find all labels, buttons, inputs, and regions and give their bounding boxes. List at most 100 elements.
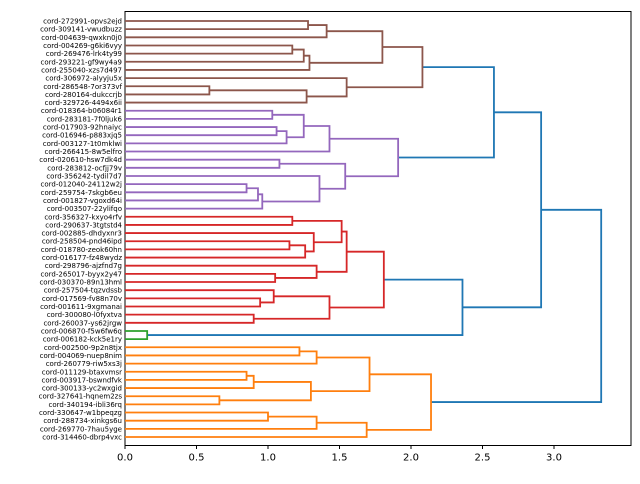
leaf-label: cord-300080-l0fyxtva xyxy=(47,311,122,319)
dendrogram-link-blue xyxy=(147,278,464,336)
dendrogram-link-blue xyxy=(398,66,495,159)
leaf-label: cord-314460-dbrp4vxc xyxy=(42,434,122,442)
dendrogram-link-purple xyxy=(125,109,274,120)
leaf-label: cord-288734-xinkgs6u xyxy=(43,417,122,425)
x-axis-tick-label: 3.0 xyxy=(546,453,562,464)
dendrogram-link-orange xyxy=(366,373,432,431)
leaf-label: cord-002885-dhdyxnr3 xyxy=(42,230,122,238)
leaf-label: cord-327641-hqnem2zs xyxy=(39,393,123,401)
dendrogram-link-purple xyxy=(125,175,321,203)
dendrogram-link-purple xyxy=(125,183,248,194)
dendrogram-link-orange xyxy=(310,356,371,393)
dendrogram-link-orange xyxy=(125,411,269,422)
dendrogram-link-red xyxy=(125,264,318,279)
leaf-label: cord-260779-riw5xs3j xyxy=(46,360,122,368)
leaf-label: cord-017569-fv88n70v xyxy=(42,295,122,303)
leaf-label: cord-006182-kck5e1ry xyxy=(43,336,122,344)
x-axis-tick-label: 1.0 xyxy=(260,453,276,464)
leaf-label: cord-286548-7or373vf xyxy=(43,83,122,91)
leaf-label: cord-266415-8w5elfro xyxy=(45,148,122,156)
leaf-label: cord-306972-alyyju5x xyxy=(45,75,122,83)
leaf-label: cord-006870-f5w6fw6q xyxy=(41,327,122,335)
dendrogram-link-purple xyxy=(279,162,347,190)
dendrogram-link-brown xyxy=(125,77,348,98)
leaf-label: cord-259754-7skgb6eu xyxy=(41,189,122,197)
dendrogram-link-brown xyxy=(125,24,328,39)
leaf-label: cord-030370-89n13hml xyxy=(39,279,122,287)
dendrogram-link-red xyxy=(316,230,348,273)
dendrogram-link-purple xyxy=(272,113,305,139)
leaf-label: cord-001827-vgoxd64i xyxy=(43,197,122,205)
dendrogram-link-brown xyxy=(125,89,308,104)
leaf-label: cord-011129-btaxvmsr xyxy=(42,368,122,376)
leaf-label: cord-283812-ocfjj79v xyxy=(47,164,122,172)
dendrogram-link-green xyxy=(125,330,149,341)
leaf-label: cord-269770-7hau5yge xyxy=(40,425,122,433)
dendrogram-link-purple xyxy=(125,126,278,137)
leaf-label: cord-356242-tydil7d7 xyxy=(46,172,122,180)
leaf-label: cord-257504-tqzvdssb xyxy=(44,287,123,295)
dendrogram-link-orange xyxy=(125,421,368,438)
dendrogram-link-brown xyxy=(125,48,305,63)
leaf-label: cord-017903-92hnaiyc xyxy=(43,124,122,132)
dendrogram-link-red xyxy=(125,272,277,283)
dendrogram-link-brown xyxy=(125,54,311,71)
leaf-label: cord-329726-4494x6ii xyxy=(45,99,122,107)
leaf-label: cord-258504-pnd46ipd xyxy=(42,238,122,246)
dendrogram-link-purple xyxy=(125,130,288,145)
leaf-label: cord-309141-vwudbuzz xyxy=(40,26,122,34)
dendrogram-link-orange xyxy=(125,370,248,381)
dendrogram-link-purple xyxy=(125,193,264,210)
leaf-label: cord-283181-7f0ljuk6 xyxy=(47,115,123,123)
x-axis-tick-label: 0.5 xyxy=(189,453,205,464)
leaf-label: cord-016946-p883xjq5 xyxy=(42,132,122,140)
dendrogram-link-blue xyxy=(431,208,603,403)
leaf-label: cord-018364-b06084r1 xyxy=(41,107,122,115)
leaf-label: cord-003917-bswndfvk xyxy=(42,376,123,384)
dendrogram-link-brown xyxy=(125,20,309,31)
leaf-label: cord-330647-w1bpeqzg xyxy=(39,409,122,417)
leaf-label: cord-272991-opvs2ejd xyxy=(43,18,122,26)
leaf-label: cord-002500-9p2n8tjx xyxy=(44,344,122,352)
dendrogram-link-brown xyxy=(125,85,211,96)
x-axis-tick-label: 2.5 xyxy=(475,453,491,464)
dendrogram-link-red xyxy=(125,215,294,226)
dendrogram-link-orange xyxy=(125,415,318,430)
dendrogram-link-purple xyxy=(125,158,281,169)
leaf-label: cord-004069-nuep8nim xyxy=(40,352,123,360)
leaf-label: cord-018780-zeok60hn xyxy=(41,246,122,254)
dendrogram-link-red xyxy=(125,313,255,324)
leaf-label: cord-012040-24112w2j xyxy=(41,181,123,189)
leaf-label: cord-265017-byyx2y47 xyxy=(41,270,122,278)
dendrogram-link-red xyxy=(253,295,331,320)
x-axis-tick-label: 1.5 xyxy=(332,453,348,464)
leaf-label: cord-300133-yc2wxgid xyxy=(42,385,122,393)
leaf-label: cord-016177-fz48wydz xyxy=(42,254,122,262)
dendrogram-link-red xyxy=(125,240,291,251)
dendrogram-link-red xyxy=(329,250,385,309)
x-axis-tick-label: 0.0 xyxy=(117,453,133,464)
dendrogram-link-red xyxy=(125,244,307,259)
leaf-label: cord-003127-1t0mklwi xyxy=(43,140,122,148)
dendrogram-link-red xyxy=(125,297,262,308)
leaf-label: cord-298796-ajzfnd7g xyxy=(45,262,122,270)
leaf-label: cord-004639-qwxkn0j0 xyxy=(41,34,122,42)
dendrogram-link-red xyxy=(125,232,315,253)
dendrogram-link-orange xyxy=(125,374,255,389)
leaf-label: cord-340194-ibli36rq xyxy=(49,401,123,409)
leaf-label: cord-269476-lrk4ty99 xyxy=(46,50,122,58)
dendrogram-link-blue xyxy=(462,111,543,309)
dendrogram-link-orange xyxy=(125,350,318,365)
leaf-label: cord-293221-gf9wy4a9 xyxy=(40,58,122,66)
dendrogram-link-orange xyxy=(125,395,221,406)
leaf-label: cord-255040-xzs7d497 xyxy=(41,66,122,74)
leaf-label: cord-001611-9xgmanai xyxy=(40,303,122,311)
dendrogram-link-brown xyxy=(346,46,424,89)
leaf-label: cord-290637-3tgtstd4 xyxy=(45,221,122,229)
dendrogram-link-red xyxy=(125,289,275,304)
dendrogram-link-brown xyxy=(309,30,384,64)
dendrogram-link-purple xyxy=(329,137,400,178)
axes-frame xyxy=(124,11,632,446)
